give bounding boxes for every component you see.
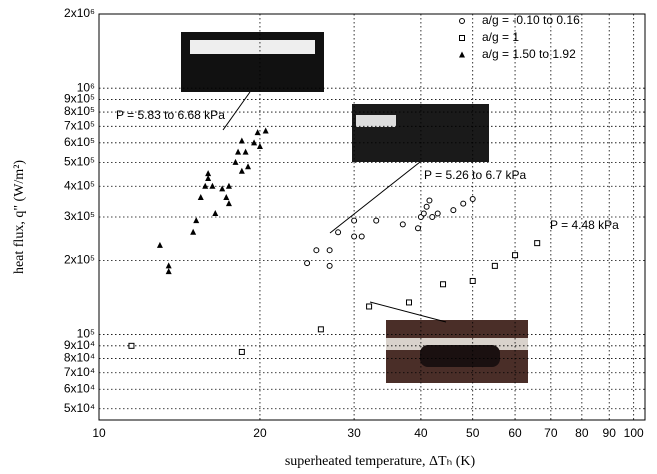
y-axis-label: heat flux, q" (W/m²) bbox=[12, 160, 27, 274]
data-point bbox=[238, 167, 245, 174]
x-tick-label: 40 bbox=[414, 426, 428, 440]
data-point bbox=[450, 207, 457, 214]
data-point bbox=[469, 195, 476, 202]
data-point bbox=[235, 148, 242, 155]
data-point bbox=[326, 262, 333, 269]
data-point bbox=[242, 148, 249, 155]
inset-photo bbox=[190, 40, 315, 54]
y-tick-label: 10⁶ bbox=[77, 80, 95, 94]
y-tick-label: 7x10⁴ bbox=[64, 365, 95, 379]
inset-photo bbox=[420, 345, 500, 367]
data-point bbox=[351, 217, 358, 224]
leader-line bbox=[369, 301, 447, 323]
y-tick-label: 2x10⁶ bbox=[64, 6, 95, 20]
data-point bbox=[202, 182, 209, 189]
legend-label: a/g = -0.10 to 0.16 bbox=[482, 13, 580, 27]
data-point bbox=[156, 241, 163, 248]
data-point bbox=[460, 200, 467, 207]
data-point bbox=[193, 217, 200, 224]
data-point bbox=[405, 299, 412, 306]
x-axis-label: superheated temperature, ΔTₕ (K) bbox=[285, 454, 476, 469]
data-point bbox=[256, 142, 263, 149]
data-point bbox=[245, 163, 252, 170]
y-tick-label: 8x10⁴ bbox=[64, 351, 95, 365]
y-tick-label: 10⁵ bbox=[77, 327, 95, 341]
data-point bbox=[165, 262, 172, 269]
data-point bbox=[491, 262, 498, 269]
x-tick-label: 20 bbox=[253, 426, 267, 440]
data-point bbox=[420, 210, 427, 217]
y-tick-label: 9x10⁴ bbox=[64, 338, 95, 352]
x-tick-label: 10 bbox=[92, 426, 106, 440]
data-point bbox=[414, 225, 421, 232]
x-tick-label: 50 bbox=[466, 426, 480, 440]
data-point bbox=[254, 129, 261, 136]
data-point bbox=[238, 348, 245, 355]
data-point bbox=[351, 233, 358, 240]
data-point bbox=[335, 229, 342, 236]
legend-marker bbox=[459, 51, 465, 58]
y-tick-label: 4x10⁵ bbox=[64, 178, 95, 192]
data-point bbox=[128, 342, 135, 349]
annotation: P = 4.48 kPa bbox=[550, 218, 619, 232]
annotation: P = 5.83 to 6.68 kPa bbox=[116, 108, 225, 122]
data-point bbox=[223, 193, 230, 200]
data-point bbox=[399, 221, 406, 228]
y-tick-label: 8x10⁵ bbox=[64, 104, 95, 118]
x-tick-label: 60 bbox=[508, 426, 522, 440]
x-tick-label: 100 bbox=[624, 426, 644, 440]
y-tick-label: 6x10⁴ bbox=[64, 381, 95, 395]
y-tick-label: 5x10⁵ bbox=[64, 155, 95, 169]
inset-photo bbox=[352, 104, 489, 162]
data-point bbox=[429, 214, 436, 220]
data-point bbox=[232, 158, 239, 165]
data-point bbox=[212, 209, 219, 216]
x-tick-label: 70 bbox=[544, 426, 558, 440]
inset-photo bbox=[356, 115, 396, 127]
data-point bbox=[313, 247, 320, 254]
y-tick-label: 6x10⁵ bbox=[64, 135, 95, 149]
data-point bbox=[440, 281, 447, 288]
legend-label: a/g = 1 bbox=[482, 30, 519, 44]
y-tick-label: 7x10⁵ bbox=[64, 119, 95, 133]
data-point bbox=[197, 193, 204, 200]
data-point bbox=[358, 233, 365, 240]
leader-line bbox=[329, 161, 421, 234]
data-point bbox=[469, 277, 476, 284]
data-point bbox=[225, 182, 232, 189]
data-point bbox=[165, 268, 172, 275]
data-point bbox=[205, 174, 212, 181]
data-point bbox=[366, 303, 373, 310]
legend-label: a/g = 1.50 to 1.92 bbox=[482, 47, 576, 61]
data-point bbox=[190, 228, 197, 235]
data-point bbox=[225, 200, 232, 207]
data-point bbox=[373, 217, 380, 224]
legend-marker bbox=[459, 35, 465, 41]
x-tick-label: 80 bbox=[575, 426, 589, 440]
y-tick-label: 3x10⁵ bbox=[64, 209, 95, 223]
data-point bbox=[434, 210, 441, 217]
y-tick-label: 9x10⁵ bbox=[64, 92, 95, 106]
data-point bbox=[326, 247, 333, 254]
data-point bbox=[238, 137, 245, 144]
data-point bbox=[304, 260, 311, 267]
annotation: P = 5.26 to 6.7 kPa bbox=[424, 168, 527, 182]
data-point bbox=[219, 185, 226, 192]
x-tick-label: 90 bbox=[603, 426, 617, 440]
data-point bbox=[262, 127, 269, 134]
legend-marker bbox=[459, 18, 465, 24]
y-tick-label: 5x10⁴ bbox=[64, 401, 95, 415]
data-point bbox=[209, 182, 216, 189]
data-point bbox=[534, 240, 541, 247]
data-point bbox=[423, 203, 430, 210]
x-tick-label: 30 bbox=[347, 426, 361, 440]
data-point bbox=[205, 170, 212, 177]
data-point bbox=[426, 197, 433, 204]
y-tick-label: 2x10⁵ bbox=[64, 253, 95, 267]
leader-line bbox=[222, 91, 251, 131]
data-point bbox=[512, 252, 519, 259]
data-point bbox=[317, 326, 324, 333]
data-point bbox=[251, 139, 258, 146]
